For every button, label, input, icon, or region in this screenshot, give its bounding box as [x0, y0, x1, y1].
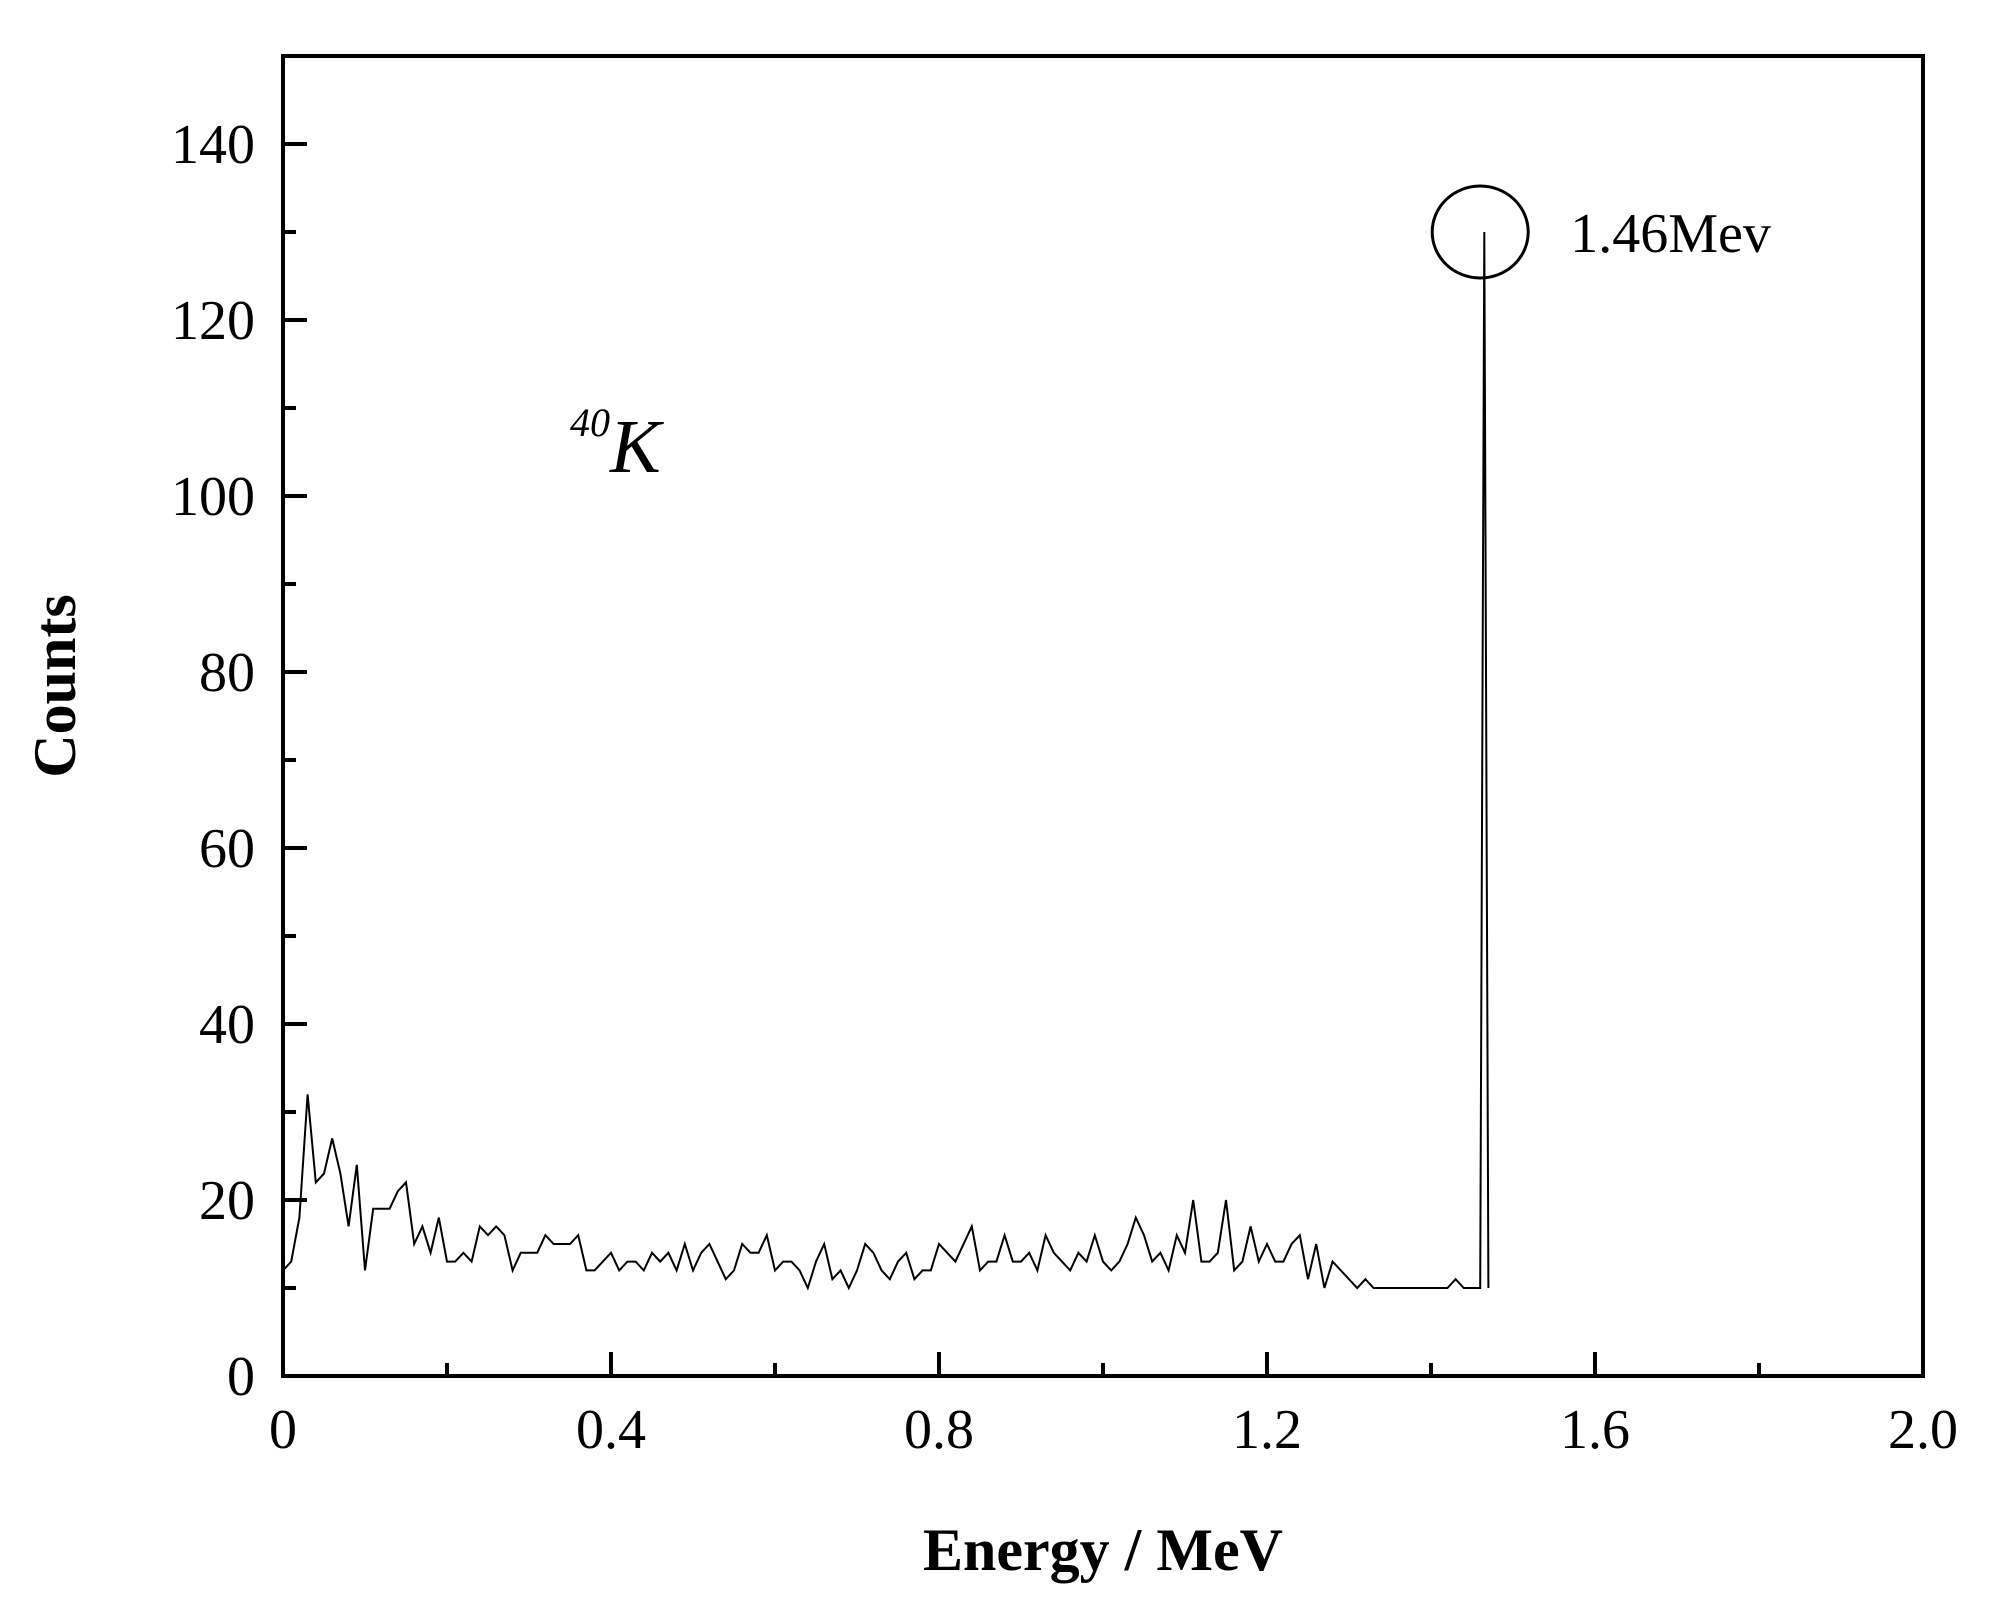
- x-tick-label: 0.8: [904, 1399, 974, 1461]
- y-tick-label: 140: [171, 114, 255, 176]
- isotope-mass-number: 40: [570, 400, 610, 445]
- x-tick-label: 0.4: [576, 1399, 646, 1461]
- y-tick-label: 100: [171, 466, 255, 528]
- y-axis-title: Counts: [22, 594, 88, 777]
- y-tick-label: 80: [199, 642, 255, 704]
- x-tick-label: 0: [269, 1399, 297, 1461]
- y-tick-label: 20: [199, 1170, 255, 1232]
- plot-frame: [281, 54, 1925, 1378]
- x-tick-label: 1.2: [1232, 1399, 1302, 1461]
- peak-marker-circle: [1430, 184, 1530, 280]
- y-tick-label: 120: [171, 290, 255, 352]
- y-tick-label: 60: [199, 818, 255, 880]
- x-tick-label: 1.6: [1560, 1399, 1630, 1461]
- x-axis-title: Energy / MeV: [923, 1517, 1283, 1583]
- isotope-label: 40K: [570, 400, 664, 489]
- x-axis-ticks: [281, 1352, 1925, 1376]
- spectrum-series-line: [282, 231, 1490, 1291]
- y-axis-tick-labels: 0 20 40 60 80 100 120 140: [171, 114, 255, 1408]
- x-tick-label: 2.0: [1888, 1399, 1958, 1461]
- peak-label: 1.46Mev: [1570, 203, 1771, 265]
- y-tick-label: 0: [227, 1346, 255, 1408]
- x-axis-tick-labels: 0 0.4 0.8 1.2 1.6 2.0: [269, 1399, 1958, 1461]
- isotope-symbol: K: [609, 405, 664, 489]
- y-axis-ticks: [283, 142, 307, 1378]
- y-tick-label: 40: [199, 994, 255, 1056]
